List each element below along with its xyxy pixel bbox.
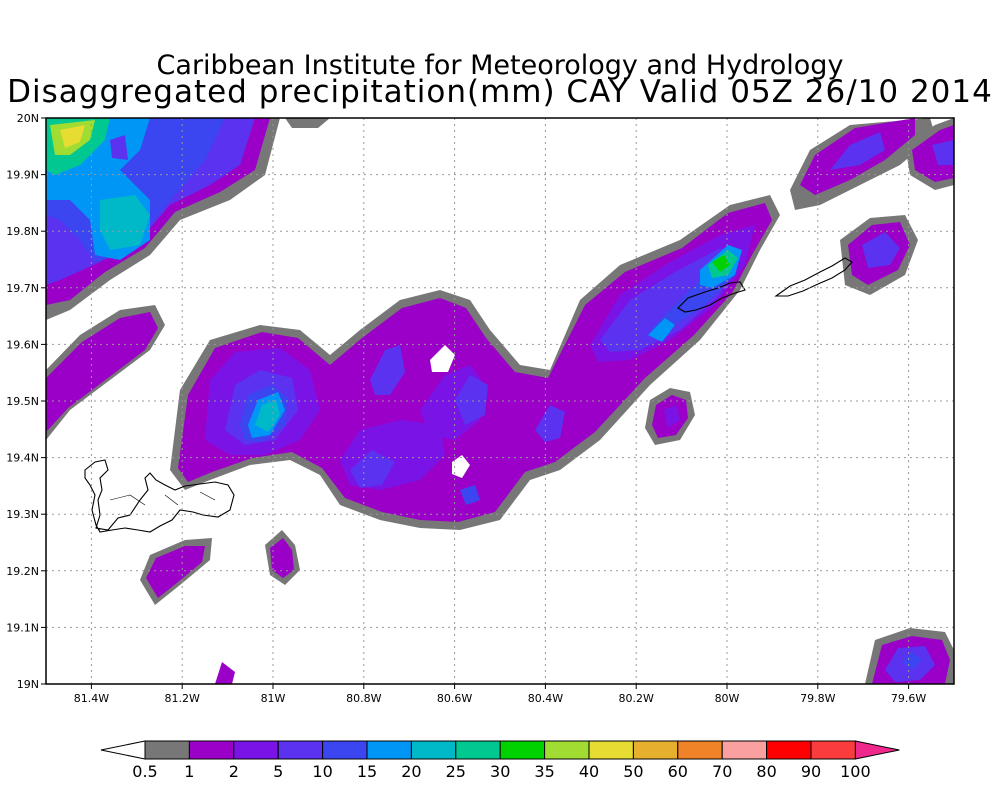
x-tick-label: 80W — [715, 692, 740, 705]
colorbar-segment — [588, 740, 634, 760]
colorbar-segment — [810, 740, 856, 760]
colorbar-segment — [499, 740, 546, 760]
colorbar-segment — [410, 740, 457, 760]
colorbar-left-arrow — [100, 740, 146, 760]
colorbar-segment — [544, 740, 590, 760]
x-tick-label: 81.2W — [165, 692, 200, 705]
y-tick-label: 19.6N — [6, 338, 39, 351]
x-tick-label: 80.2W — [619, 692, 654, 705]
y-axis-ticks: 20N 19.9N 19.8N 19.7N 19.6N 19.5N 19.4N 19.3N 19… — [6, 112, 46, 691]
x-tick-label: 81W — [261, 692, 286, 705]
grid — [46, 118, 954, 684]
y-tick-label: 19.5N — [6, 395, 39, 408]
x-tick-label: 80.8W — [346, 692, 381, 705]
little-cayman-outline — [677, 281, 746, 313]
cayman-brac-outline — [774, 257, 853, 297]
colorbar-segment — [277, 740, 324, 760]
colorbar-segment — [144, 740, 190, 760]
colorbar-label: 40 — [579, 762, 599, 781]
colorbar-segment — [233, 740, 279, 760]
colorbar-label: 70 — [712, 762, 732, 781]
rain-cell-north — [285, 118, 330, 128]
colorbar-label: 60 — [668, 762, 688, 781]
colorbar-label: 0.5 — [132, 762, 157, 781]
colorbar-label: 25 — [446, 762, 466, 781]
y-tick-label: 20N — [17, 112, 39, 125]
map-title-line2: Disaggregated precipitation(mm) CAY Vali… — [7, 74, 993, 110]
colorbar-label: 20 — [401, 762, 421, 781]
colorbar-right-arrow — [854, 740, 900, 760]
colorbar-label: 30 — [490, 762, 510, 781]
colorbar-label: 5 — [273, 762, 283, 781]
y-tick-label: 19N — [17, 678, 39, 691]
colorbar-segment — [366, 740, 412, 760]
colorbar-label: 2 — [229, 762, 239, 781]
colorbar-segment — [721, 740, 768, 760]
colorbar-segment — [766, 740, 812, 760]
x-tick-label: 81.4W — [74, 692, 109, 705]
y-tick-label: 19.4N — [6, 452, 39, 465]
y-tick-label: 19.9N — [6, 169, 39, 182]
colorbar-segment — [188, 740, 235, 760]
y-tick-label: 19.7N — [6, 282, 39, 295]
x-axis-ticks: 81.4W 81.2W 81W 80.8W 80.6W 80.4W 80.2W 80W 79.8… — [74, 684, 926, 705]
y-tick-label: 19.8N — [6, 225, 39, 238]
coastlines — [84, 257, 853, 533]
x-tick-label: 79.6W — [891, 692, 926, 705]
rain-cell-northeast — [790, 118, 954, 210]
rain-cell-south-small — [140, 388, 954, 684]
colorbar-label: 35 — [534, 762, 554, 781]
grand-cayman-outline — [84, 459, 235, 533]
precipitation-field — [46, 118, 954, 684]
rain-band-main — [170, 195, 780, 530]
colorbar-segment — [322, 740, 368, 760]
colorbar-label: 90 — [801, 762, 821, 781]
rain-cell-west — [46, 305, 165, 440]
y-tick-label: 19.1N — [6, 621, 39, 634]
y-tick-label: 19.3N — [6, 508, 39, 521]
colorbar-segment — [632, 740, 679, 760]
colorbar-segment — [455, 740, 501, 760]
colorbar: 0.5 1 2 5 10 15 20 25 30 35 40 50 60 70 80 90 100 — [100, 740, 900, 781]
colorbar-label: 15 — [357, 762, 377, 781]
map-title-line1: Caribbean Institute for Meteorology and … — [156, 50, 844, 81]
rain-cell-northwest — [46, 118, 280, 320]
colorbar-segment — [677, 740, 723, 760]
colorbar-label: 50 — [623, 762, 643, 781]
x-tick-label: 80.6W — [437, 692, 472, 705]
rain-cell-east — [840, 215, 918, 295]
colorbar-label: 1 — [184, 762, 194, 781]
x-tick-label: 79.8W — [800, 692, 835, 705]
x-tick-label: 80.4W — [528, 692, 563, 705]
colorbar-label: 80 — [756, 762, 776, 781]
colorbar-label: 100 — [840, 762, 871, 781]
colorbar-label: 10 — [312, 762, 332, 781]
y-tick-label: 19.2N — [6, 565, 39, 578]
